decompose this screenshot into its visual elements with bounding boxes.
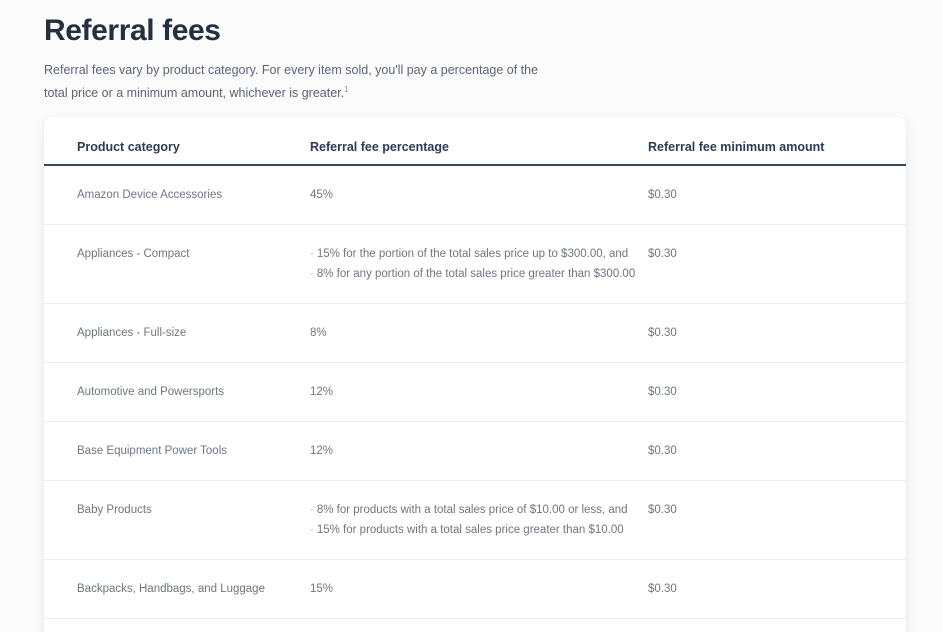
page-subtitle: Referral fees vary by product category. …	[44, 61, 549, 103]
table-row: Baby Products · 8% for products with a tot…	[44, 480, 906, 560]
column-header-product-category[interactable]: Product category	[44, 117, 310, 166]
cell-referral-fee-minimum-amount: $0.30	[648, 165, 906, 225]
cell-referral-fee-percentage: 8%	[310, 303, 648, 363]
table-header-row: Product category Referral fee percentage…	[44, 117, 906, 166]
fee-value: 15%	[310, 583, 334, 595]
cell-referral-fee-minimum-amount: $0.30	[648, 362, 906, 422]
fee-value: 8%	[310, 327, 327, 339]
fee-bullet-line: · 8% for any portion of the total sales p…	[310, 268, 636, 280]
cell-referral-fee-percentage: ·8% for products with a total sales pric…	[310, 618, 648, 632]
table-row: Appliances - Compact · 15% for the portion…	[44, 224, 906, 304]
bullet-dot-icon: ·	[310, 248, 314, 260]
table-body: Amazon Device Accessories 45% $0.30 Applian…	[44, 165, 906, 632]
fee-value: 12%	[310, 445, 334, 457]
fee-bullet-line: · 15% for products with a total sales pri…	[310, 524, 624, 536]
cell-product-category: Appliances - Compact	[44, 224, 310, 304]
intro-block: Referral fees Referral fees vary by prod…	[0, 0, 943, 103]
cell-product-category: Backpacks, Handbags, and Luggage	[44, 559, 310, 619]
table-row: Appliances - Full-size 8% $0.30	[44, 303, 906, 363]
cell-referral-fee-percentage: ·8% for products with a total sales pric…	[310, 480, 648, 560]
footnote-reference-mark: 1	[344, 85, 349, 94]
referral-fees-card: Product category Referral fee percentage…	[44, 117, 906, 632]
cell-product-category: Amazon Device Accessories	[44, 165, 310, 225]
cell-referral-fee-percentage: 45%	[310, 165, 648, 225]
page-title: Referral fees	[44, 14, 221, 47]
fee-value: 12%	[310, 386, 334, 398]
cell-referral-fee-minimum-amount: $0.30	[648, 480, 906, 560]
bullet-dot-icon: ·	[310, 504, 314, 516]
cell-product-category: Baby Products	[44, 480, 310, 560]
fee-value: 45%	[310, 189, 334, 201]
table-row: Beauty, Health, and Personal Care·8% for…	[44, 618, 906, 632]
fee-bullet-line: · 15% for the portion of the total sales …	[310, 248, 629, 260]
bullet-dot-icon: ·	[310, 268, 314, 280]
page-subtitle-text: Referral fees vary by product category. …	[44, 63, 539, 101]
table-header: Product category Referral fee percentage…	[44, 117, 906, 166]
cell-referral-fee-percentage: · 15% for the portion of the total sales …	[310, 224, 648, 304]
table-row: Base Equipment Power Tools 12% $0.30	[44, 421, 906, 481]
cell-product-category: Base Equipment Power Tools	[44, 421, 310, 481]
cell-referral-fee-minimum-amount: $0.30	[648, 224, 906, 304]
bullet-dot-icon: ·	[310, 524, 314, 536]
cell-referral-fee-minimum-amount: $0.30	[648, 618, 906, 632]
fee-bullet-line: · 8% for products with a total sales pric…	[310, 504, 628, 516]
cell-referral-fee-minimum-amount: $0.30	[648, 421, 906, 481]
cell-product-category: Automotive and Powersports	[44, 362, 310, 422]
referral-fees-table: Product category Referral fee percentage…	[44, 117, 906, 632]
cell-product-category: Beauty, Health, and Personal Care	[44, 618, 310, 632]
cell-referral-fee-percentage: 12%	[310, 421, 648, 481]
cell-product-category: Appliances - Full-size	[44, 303, 310, 363]
cell-referral-fee-percentage: 12%	[310, 362, 648, 422]
cell-referral-fee-minimum-amount: $0.30	[648, 303, 906, 363]
table-row: Automotive and Powersports 12% $0.30	[44, 362, 906, 422]
table-row: Amazon Device Accessories 45% $0.30	[44, 165, 906, 225]
column-header-referral-fee-minimum-amount[interactable]: Referral fee minimum amount	[648, 117, 906, 166]
cell-referral-fee-minimum-amount: $0.30	[648, 559, 906, 619]
column-header-referral-fee-percentage[interactable]: Referral fee percentage	[310, 117, 648, 166]
table-row: Backpacks, Handbags, and Luggage 15% $0.30	[44, 559, 906, 619]
cell-referral-fee-percentage: 15%	[310, 559, 648, 619]
